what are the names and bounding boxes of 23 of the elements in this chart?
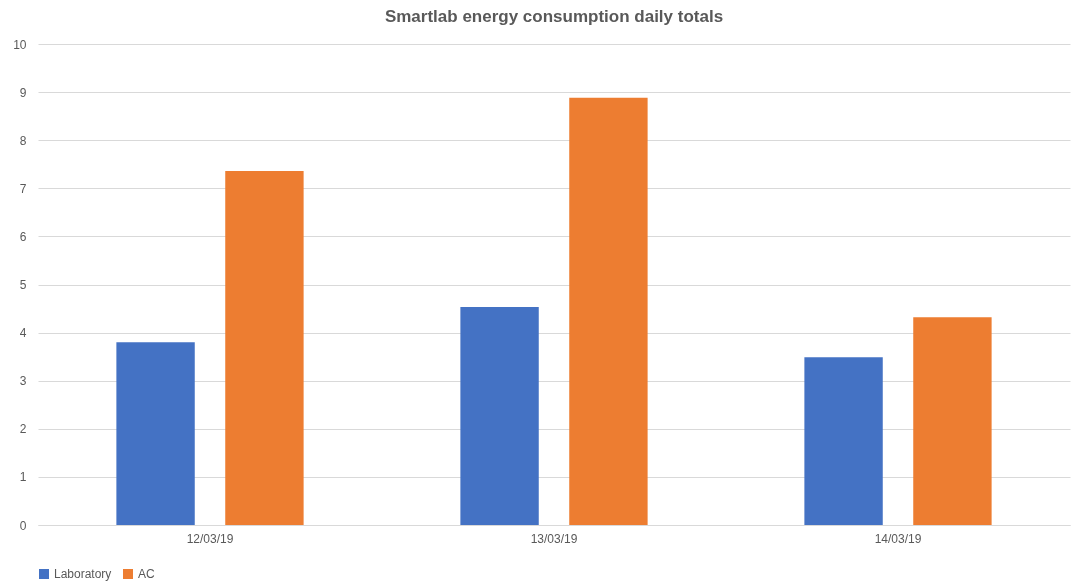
y-tick-label: 0 [19, 518, 27, 533]
chart-title: Smartlab energy consumption daily totals [384, 7, 724, 26]
y-tick-label: 7 [19, 181, 27, 196]
y-tick-label: 10 [13, 37, 27, 52]
y-tick-label: 1 [19, 470, 27, 485]
y-tick-label: 6 [19, 229, 27, 244]
bar [460, 307, 539, 525]
y-tick-label: 2 [19, 422, 27, 437]
bar [569, 97, 648, 525]
y-tick-label: 3 [19, 374, 27, 389]
bar [116, 342, 195, 525]
x-tick-label: 13/03/19 [530, 531, 578, 546]
bar [804, 357, 883, 525]
x-tick-label: 12/03/19 [186, 531, 234, 546]
y-tick-label: 5 [19, 278, 27, 292]
y-tick-label: 8 [19, 133, 27, 148]
legend-label: Laboratory [54, 567, 112, 581]
bar [913, 317, 992, 525]
x-tick-label: 14/03/19 [874, 531, 922, 546]
y-tick-label: 4 [19, 326, 27, 341]
bar [225, 170, 304, 525]
legend-label: AC [138, 567, 155, 581]
y-tick-label: 9 [19, 85, 27, 100]
